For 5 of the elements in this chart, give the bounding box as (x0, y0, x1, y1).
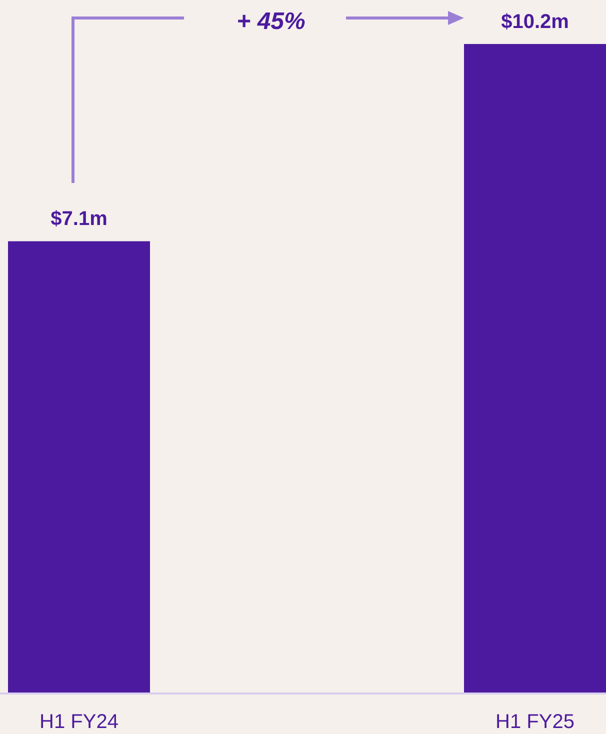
text: + 45% (236, 8, 306, 35)
x-tick-label: H1 FY25 (496, 711, 574, 733)
data-label: $10.2m (501, 11, 569, 33)
data-label: $7.1m (50, 208, 108, 230)
x-tick-label: H1 FY24 (40, 711, 118, 733)
